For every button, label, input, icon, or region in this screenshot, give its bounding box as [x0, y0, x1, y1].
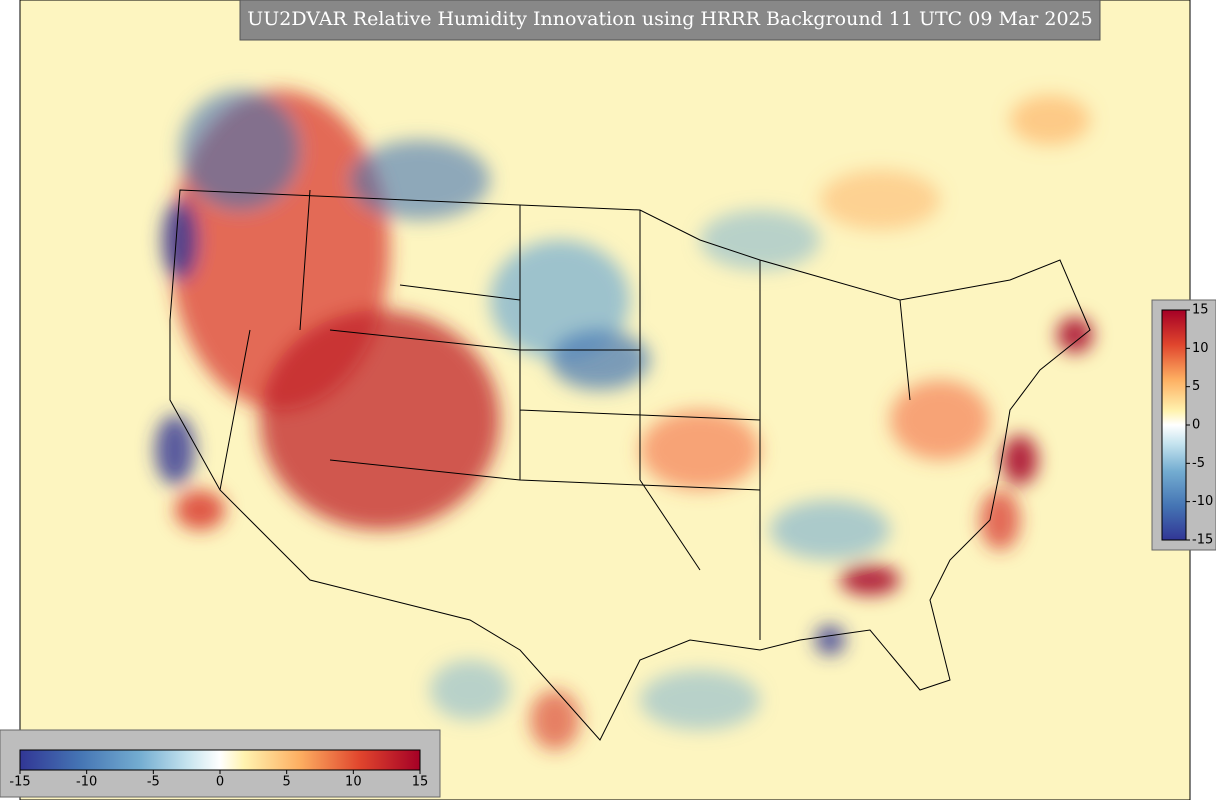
tick-label: 0 — [1192, 418, 1200, 433]
tick-label: 5 — [1192, 379, 1200, 394]
innovation-field — [155, 90, 1093, 750]
tick-label: -5 — [1192, 456, 1205, 471]
tick-label: 15 — [1192, 303, 1209, 318]
title-box — [239, 0, 1101, 41]
borders — [169, 189, 1091, 741]
colorbar-bar — [1161, 309, 1187, 541]
vertical-colorbar: 15 10 5 0 -5 -10 -15 — [1151, 299, 1216, 551]
tick-label: -10 — [76, 775, 97, 790]
tick-label: 5 — [283, 775, 291, 790]
horizontal-colorbar: -15 -10 -5 0 5 10 15 — [0, 729, 441, 798]
tick-label: 0 — [216, 775, 224, 790]
tick-label: -15 — [9, 775, 30, 790]
colorbar-bar — [19, 749, 421, 771]
tick-label: -5 — [147, 775, 160, 790]
tick-label: 10 — [1192, 341, 1209, 356]
tick-label: 15 — [412, 775, 429, 790]
tick-label: -15 — [1192, 533, 1213, 548]
map-title: UU2DVAR Relative Humidity Innovation usi… — [247, 8, 1092, 30]
tick-label: -10 — [1192, 494, 1213, 509]
tick-label: 10 — [345, 775, 362, 790]
